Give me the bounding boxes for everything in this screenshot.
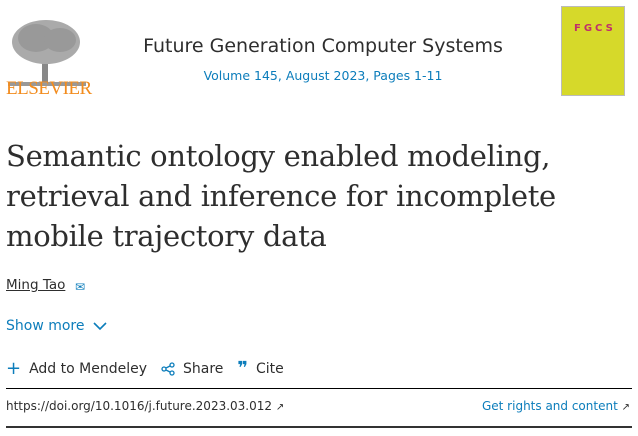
author-link[interactable]: Ming Tao	[6, 277, 66, 293]
share-label: Share	[183, 360, 224, 377]
get-rights-label: Get rights and content	[481, 399, 618, 413]
cover-text: FGCS	[574, 23, 616, 34]
share-button[interactable]: Share	[161, 361, 223, 377]
external-link-icon: ↗	[275, 402, 285, 413]
cite-button[interactable]: ❞ Cite	[237, 357, 284, 379]
show-more-button[interactable]: Show more	[6, 318, 107, 334]
journal-cover[interactable]: FGCS	[561, 6, 625, 96]
plus-icon: +	[6, 358, 22, 379]
quote-icon: ❞	[237, 357, 248, 379]
cite-label: Cite	[256, 360, 284, 377]
divider	[6, 388, 632, 389]
journal-title[interactable]: Future Generation Computer Systems	[143, 35, 503, 57]
add-to-mendeley-label: Add to Mendeley	[29, 360, 148, 377]
add-to-mendeley-button[interactable]: + Add to Mendeley	[6, 358, 147, 379]
share-icon	[161, 361, 175, 376]
get-rights-link[interactable]: Get rights and content ↗	[482, 399, 630, 413]
elsevier-wordmark[interactable]: ELSEVIER	[6, 78, 92, 99]
external-link-icon: ↗	[621, 402, 630, 413]
envelope-icon[interactable]: ✉	[75, 280, 86, 294]
chevron-down-icon	[92, 322, 107, 331]
show-more-label: Show more	[6, 318, 85, 334]
volume-info[interactable]: Volume 145, August 2023, Pages 1-11	[203, 68, 443, 83]
doi-label: https://doi.org/10.1016/j.future.2023.03…	[6, 399, 273, 413]
divider	[6, 426, 632, 428]
article-actions: + Add to Mendeley Share ❞ Cite	[6, 358, 284, 379]
article-title: Semantic ontology enabled modeling, retr…	[6, 139, 556, 253]
doi-link[interactable]: https://doi.org/10.1016/j.future.2023.03…	[6, 399, 284, 413]
elsevier-tree-logo	[8, 20, 86, 86]
